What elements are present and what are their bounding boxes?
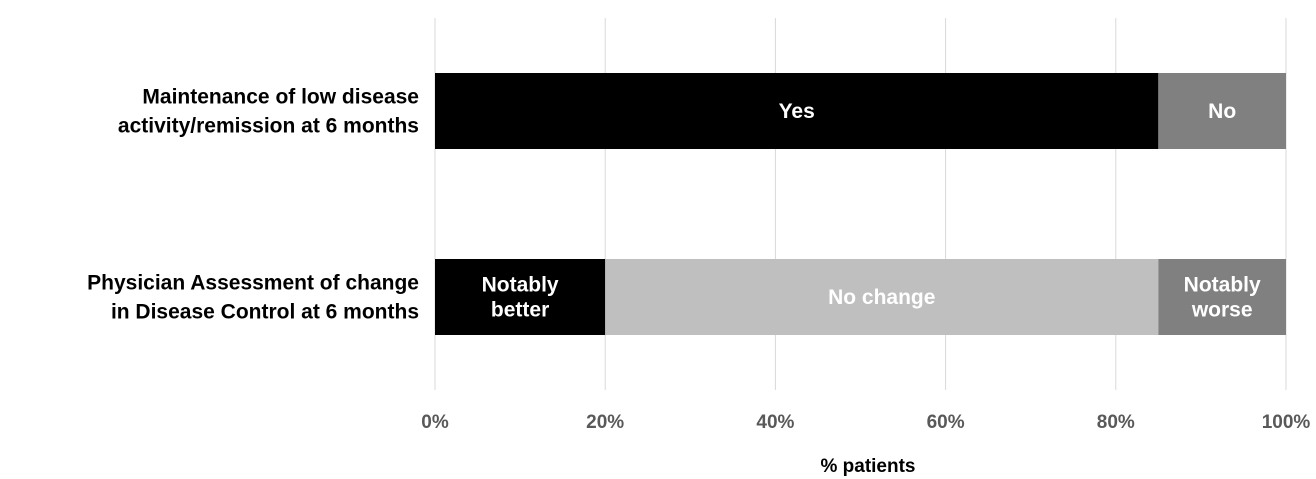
bar-segment <box>605 259 1159 335</box>
bar-row: Yes No <box>435 73 1286 149</box>
bar-segment <box>1158 73 1286 149</box>
x-tick-label: 80% <box>1097 412 1135 433</box>
x-tick-label: 0% <box>421 412 449 433</box>
x-axis-title: % patients <box>820 456 915 477</box>
x-tick-label: 40% <box>756 412 794 433</box>
segment-label: No <box>1208 100 1236 123</box>
x-tick-label: 60% <box>927 412 965 433</box>
x-tick-label: 20% <box>586 412 624 433</box>
category-label: Maintenance of low disease activity/remis… <box>118 86 419 138</box>
segment-label: Notably worse <box>1184 274 1261 322</box>
bar-segment <box>1158 259 1286 335</box>
segment-label: No change <box>828 286 935 309</box>
segment-label: Notably better <box>482 274 559 322</box>
bar-row: Notably better No change Notably worse <box>435 259 1286 335</box>
category-label: Physician Assessment of change in Disease… <box>87 272 419 324</box>
bar-segment <box>435 73 1159 149</box>
segment-label: Yes <box>779 100 815 123</box>
bars: Yes No Notably better No change Notably worse <box>435 73 1286 335</box>
category-labels: Maintenance of low disease activity/remis… <box>87 86 419 324</box>
x-tick-label: 100% <box>1262 412 1311 433</box>
x-axis-ticks: 0% 20% 40% 60% 80% 100% <box>421 412 1310 433</box>
bar-segment <box>435 259 606 335</box>
